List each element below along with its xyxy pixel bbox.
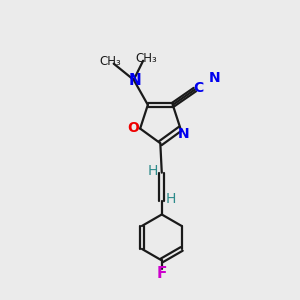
Text: H: H bbox=[165, 192, 176, 206]
Text: C: C bbox=[193, 81, 203, 95]
Text: CH₃: CH₃ bbox=[99, 55, 121, 68]
Text: H: H bbox=[148, 164, 158, 178]
Text: N: N bbox=[129, 73, 142, 88]
Text: N: N bbox=[178, 127, 190, 141]
Text: N: N bbox=[209, 71, 220, 85]
Text: CH₃: CH₃ bbox=[136, 52, 158, 65]
Text: O: O bbox=[127, 121, 139, 135]
Text: F: F bbox=[157, 266, 167, 281]
